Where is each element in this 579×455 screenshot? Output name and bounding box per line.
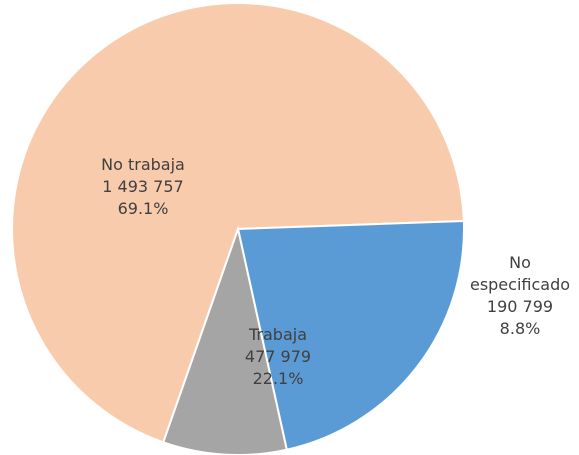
category-label: Trabaja	[248, 325, 307, 344]
pie-slice	[236, 219, 465, 451]
value-label: 1 493 757	[102, 177, 184, 196]
percent-label: 8.8%	[499, 319, 541, 338]
data-label: No trabaja 1 493 757 69.1%	[73, 154, 213, 220]
percent-label: 69.1%	[117, 199, 169, 218]
category-label: No trabaja	[101, 155, 185, 174]
category-label: No especificado	[469, 253, 571, 294]
value-label: 477 979	[244, 347, 312, 366]
data-label: Trabaja 477 979 22.1%	[208, 324, 348, 390]
pie-slice	[11, 2, 465, 444]
data-label: No especificado 190 799 8.8%	[465, 252, 575, 340]
percent-label: 22.1%	[252, 369, 304, 388]
value-label: 190 799	[486, 297, 554, 316]
